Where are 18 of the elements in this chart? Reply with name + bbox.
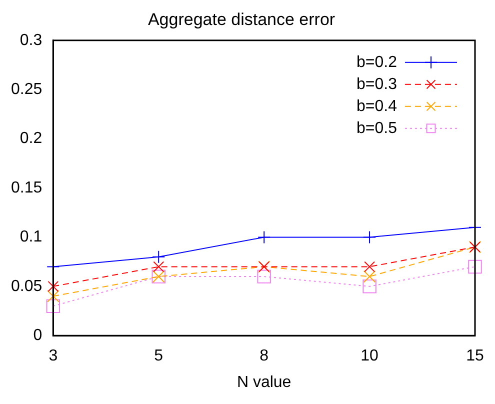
y-tick-label: 0.2 (20, 130, 42, 148)
y-tick-label: 0.25 (11, 81, 42, 98)
legend-label: b=0.3 (356, 76, 398, 93)
x-tick-label: 8 (260, 348, 269, 365)
chart-title: Aggregate distance error (148, 10, 336, 29)
x-tick-label: 3 (48, 348, 58, 365)
y-tick-label: 0.05 (11, 278, 42, 295)
legend-label: b=0.5 (356, 120, 398, 137)
x-tick-label: 15 (466, 348, 484, 365)
y-tick-label: 0 (33, 327, 42, 344)
y-tick-label: 0.1 (20, 228, 42, 246)
x-axis-title: N value (236, 374, 292, 391)
legend-label: b=0.4 (356, 98, 398, 115)
x-tick-label: 5 (154, 348, 164, 365)
y-tick-label: 0.3 (20, 32, 42, 49)
x-tick-label: 10 (360, 348, 379, 365)
legend-label: b=0.2 (356, 54, 398, 71)
y-tick-label: 0.15 (11, 179, 42, 196)
